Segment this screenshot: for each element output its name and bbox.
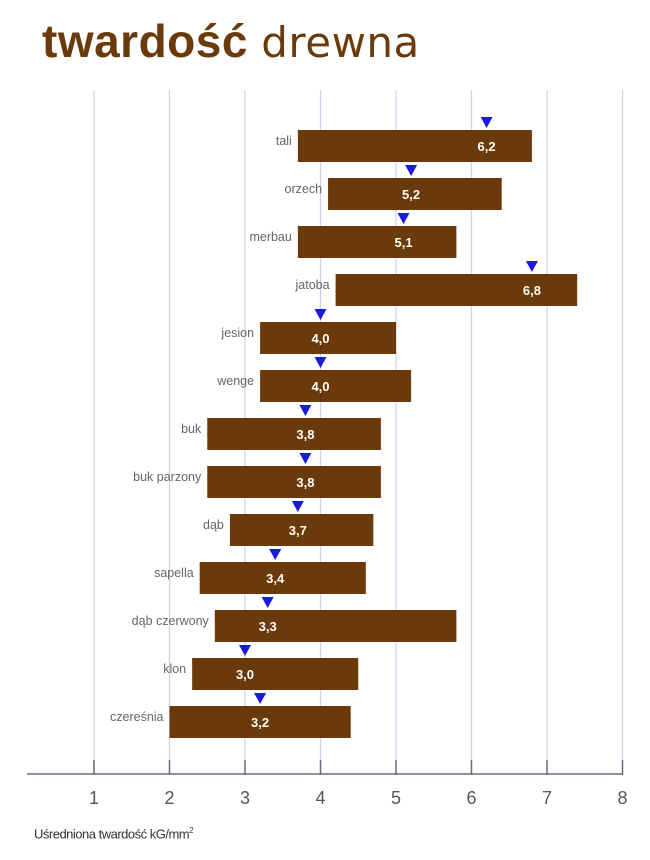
title-bold: twardość: [42, 15, 248, 67]
category-label: orzech: [285, 182, 323, 196]
category-label: czereśnia: [110, 710, 164, 724]
x-tick-label: 4: [315, 788, 325, 808]
value-label: 3,8: [296, 427, 314, 442]
average-marker: [405, 165, 418, 176]
average-marker: [525, 261, 538, 272]
category-label: dąb czerwony: [132, 614, 210, 628]
title-light: drewna: [261, 18, 420, 67]
bar-4: [260, 322, 396, 354]
category-label: wenge: [216, 374, 254, 388]
x-tick-label: 7: [542, 788, 552, 808]
value-label: 4,0: [311, 379, 329, 394]
category-label: buk: [181, 422, 202, 436]
bar-0: [297, 130, 532, 162]
average-marker: [397, 213, 410, 224]
value-label: 5,2: [402, 187, 420, 202]
bar-11: [192, 658, 359, 690]
x-axis-label-sup: 2: [189, 826, 194, 835]
bar-9: [199, 562, 366, 594]
value-label: 3,0: [236, 667, 254, 682]
category-label: dąb: [203, 518, 224, 532]
value-label: 3,7: [289, 523, 307, 538]
x-tick-label: 5: [391, 788, 401, 808]
bar-8: [229, 514, 374, 546]
category-label: jatoba: [295, 278, 330, 292]
bar-3: [335, 274, 578, 306]
bar-2: [297, 226, 457, 258]
value-label: 6,8: [523, 283, 541, 298]
average-marker: [480, 117, 493, 128]
category-label: klon: [163, 662, 186, 676]
value-label: 3,2: [251, 715, 269, 730]
value-label: 5,1: [395, 235, 413, 250]
chart-title: twardość drewna: [42, 14, 420, 68]
category-label: tali: [276, 134, 292, 148]
bar-7: [207, 466, 381, 498]
average-marker: [299, 453, 312, 464]
average-marker: [239, 645, 251, 656]
x-axis-label: Uśredniona twardość kG/mm2: [34, 826, 194, 842]
x-tick-label: 8: [617, 788, 627, 808]
bar-6: [207, 418, 381, 450]
x-tick-label: 2: [164, 788, 174, 808]
average-marker: [291, 501, 304, 512]
value-label: 3,4: [266, 571, 285, 586]
x-axis-label-text: Uśredniona twardość kG/mm: [34, 826, 190, 842]
bar-12: [169, 706, 351, 738]
value-label: 6,2: [478, 139, 496, 154]
x-tick-label: 6: [466, 788, 476, 808]
average-marker: [261, 597, 274, 608]
category-label: sapella: [154, 566, 194, 580]
average-marker: [269, 549, 282, 560]
bar-5: [260, 370, 412, 402]
category-label: jesion: [220, 326, 254, 340]
bar-1: [328, 178, 502, 210]
category-label: buk parzony: [133, 470, 202, 484]
value-label: 3,3: [259, 619, 277, 634]
category-label: merbau: [249, 230, 291, 244]
bar-10: [214, 610, 457, 642]
average-marker: [314, 309, 327, 320]
value-label: 3,8: [296, 475, 314, 490]
value-label: 4,0: [311, 331, 329, 346]
x-tick-label: 1: [89, 788, 99, 808]
x-tick-label: 3: [240, 788, 250, 808]
average-marker: [254, 693, 267, 704]
average-marker: [314, 357, 327, 368]
average-marker: [299, 405, 312, 416]
